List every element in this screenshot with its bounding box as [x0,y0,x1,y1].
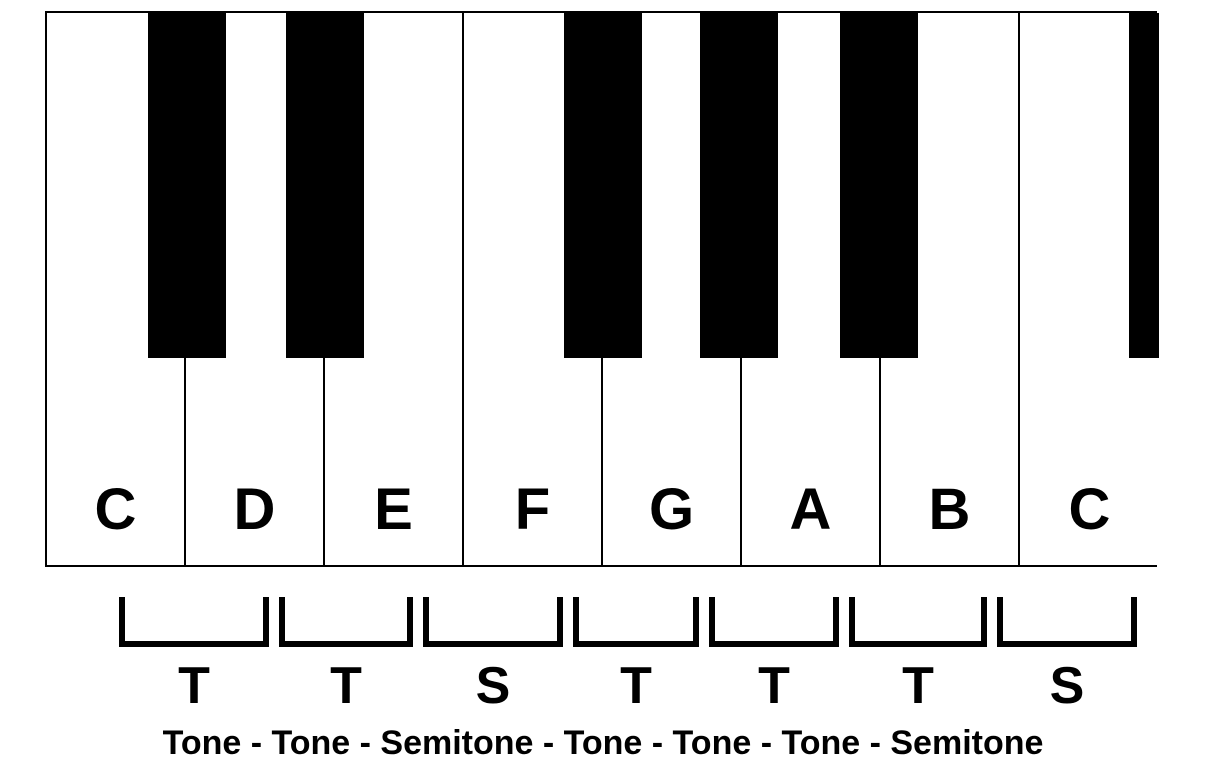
major-scale-diagram: CDEFGABC TTSTTTS Tone - Tone - Semitone … [0,0,1206,778]
note-label: F [464,476,601,543]
black-key-0 [148,13,226,358]
interval-bracket-5 [849,597,987,647]
note-label: B [881,476,1018,543]
interval-bracket-4 [709,597,839,647]
interval-bracket-2 [423,597,563,647]
black-key-1 [286,13,364,358]
interval-short-label: T [573,656,699,716]
interval-short-label: S [423,656,563,716]
black-key-4 [840,13,918,358]
note-label: A [742,476,879,543]
piano-keyboard: CDEFGABC [45,11,1157,567]
black-key-5 [1129,13,1159,358]
interval-bracket-3 [573,597,699,647]
note-label: G [603,476,740,543]
note-label: C [47,476,184,543]
note-label: E [325,476,462,543]
interval-bracket-6 [997,597,1137,647]
interval-pattern-text: Tone - Tone - Semitone - Tone - Tone - T… [0,724,1206,763]
interval-bracket-1 [279,597,413,647]
interval-short-label: T [709,656,839,716]
interval-short-label: T [279,656,413,716]
interval-bracket-0 [119,597,269,647]
interval-short-label: S [997,656,1137,716]
interval-short-label: T [119,656,269,716]
note-label: D [186,476,323,543]
note-label: C [1020,476,1159,543]
black-key-3 [700,13,778,358]
black-key-2 [564,13,642,358]
interval-short-label: T [849,656,987,716]
